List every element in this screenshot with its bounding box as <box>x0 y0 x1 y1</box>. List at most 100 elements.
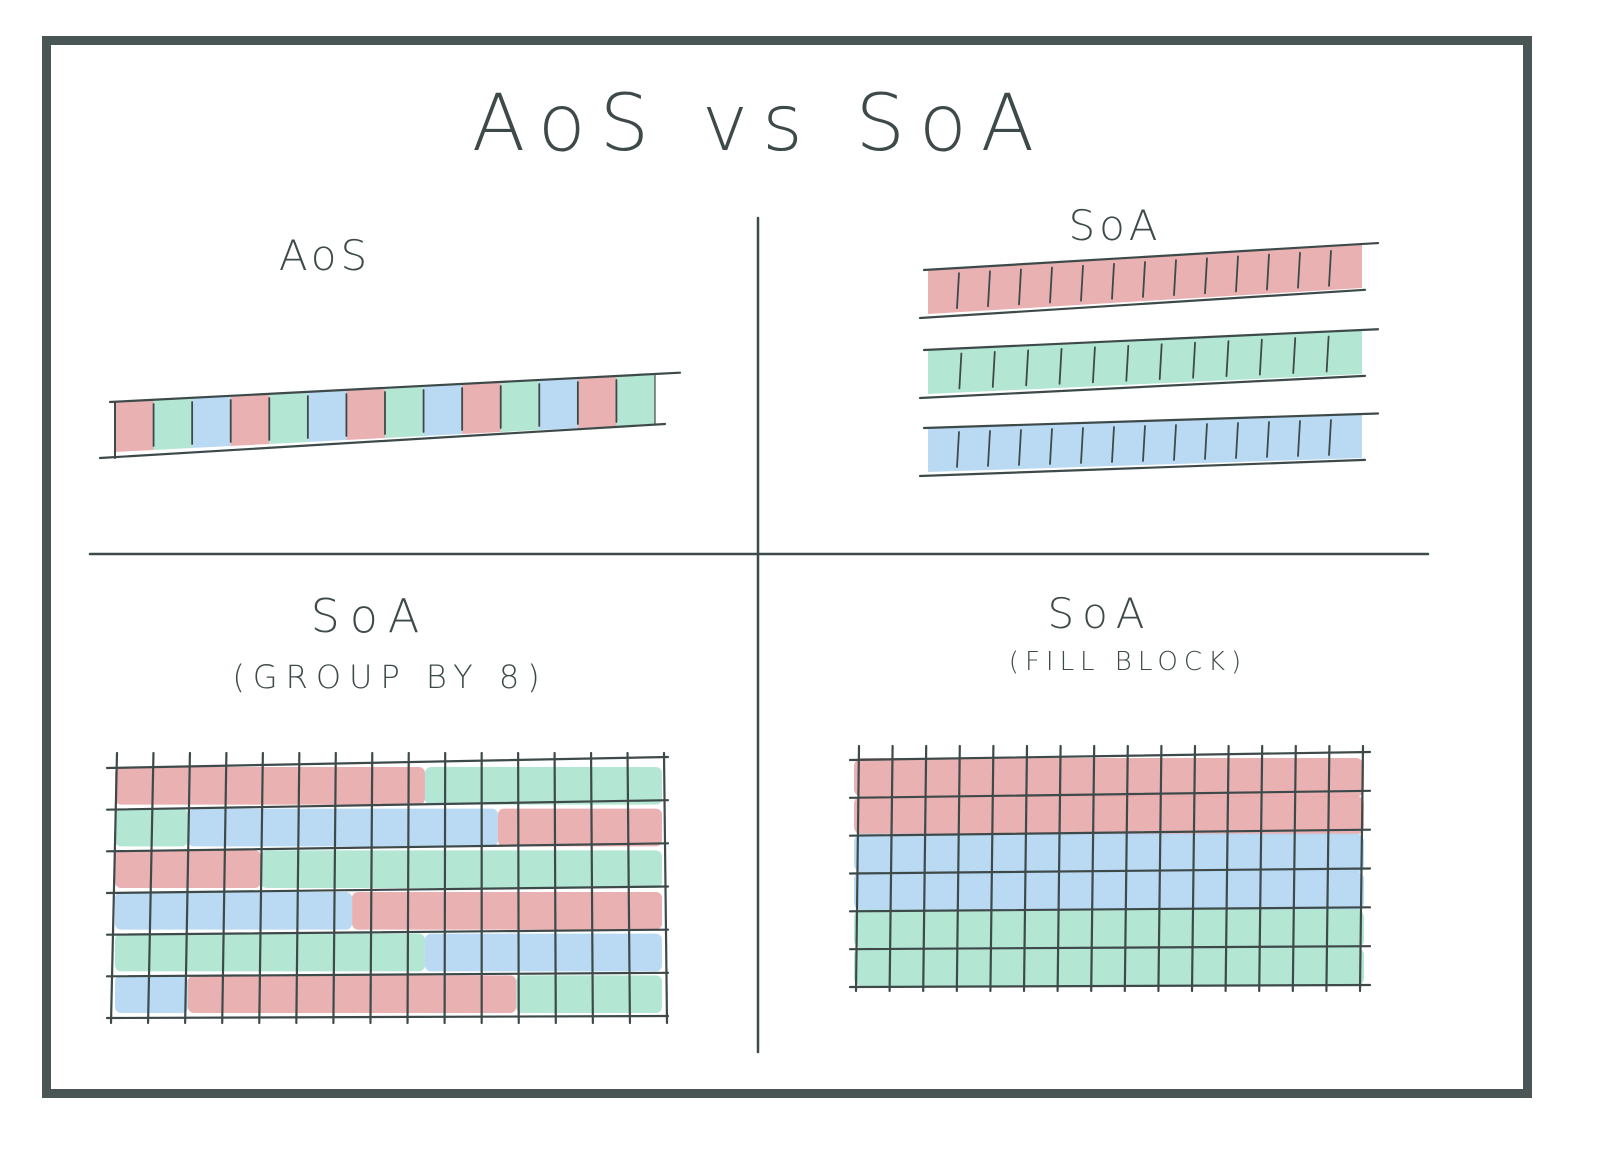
group-col-line <box>146 751 155 1025</box>
fill-col-line <box>1022 744 1029 993</box>
soa-cell-divider <box>1080 264 1084 302</box>
group-row-line <box>105 842 670 853</box>
soa-cell-divider <box>1266 253 1270 291</box>
soa-cell-divider <box>1058 347 1063 385</box>
fill-col-line <box>854 744 861 993</box>
group-cell-run <box>115 892 353 930</box>
group-row-line <box>105 755 670 770</box>
aos-cell <box>423 384 463 436</box>
soa-cell-divider <box>1025 349 1030 387</box>
group-cell-run <box>260 850 662 888</box>
group-col-line <box>443 751 447 1025</box>
label-soa-top: SoA <box>1068 201 1161 250</box>
fill-row-line <box>848 828 1372 837</box>
soa-memory-strips <box>918 241 1380 478</box>
aos-cell <box>307 390 347 442</box>
soa-cell-divider <box>1158 343 1163 381</box>
group-col-line <box>406 751 410 1025</box>
fill-col-line <box>955 744 961 993</box>
group-cell-run <box>115 975 188 1013</box>
soa-cell-divider <box>1173 424 1177 461</box>
soa-cell-divider <box>956 431 960 468</box>
soa-cell-divider <box>1142 425 1146 462</box>
soa-cell-divider <box>958 352 963 390</box>
soa-cell-divider <box>1111 262 1115 300</box>
fill-col-line <box>922 744 928 993</box>
group-col-line <box>184 751 192 1025</box>
label-aos: AoS <box>279 231 371 280</box>
fill-band <box>854 758 1364 797</box>
group-cell-run <box>187 808 498 847</box>
aos-cell <box>153 398 193 450</box>
fill-band <box>854 947 1364 986</box>
group-row-line <box>105 971 670 978</box>
fill-band <box>854 871 1364 911</box>
soa-cell-divider <box>1092 346 1096 384</box>
fill-col-line <box>1224 744 1230 993</box>
group-col-line <box>517 751 520 1025</box>
fill-row-line <box>848 867 1372 875</box>
group-row-line <box>105 928 670 936</box>
soa-cell-divider <box>1049 428 1053 465</box>
fill-col-line <box>1258 744 1264 993</box>
soa-strip-bottom-edge <box>918 458 1367 478</box>
group-cell-run <box>115 933 425 972</box>
soa-cell-divider <box>1235 422 1239 459</box>
fill-band <box>854 795 1364 835</box>
group-col-line <box>589 751 594 1025</box>
group-cell-run <box>352 892 662 930</box>
group-col-line <box>332 751 337 1025</box>
soa-strip-top-edge <box>922 241 1380 272</box>
group-cell-run <box>424 767 662 805</box>
soa-cell-divider <box>1192 341 1196 379</box>
group-col-line <box>295 751 301 1025</box>
soa-cell-divider <box>1292 337 1297 374</box>
aos-cell <box>577 376 617 428</box>
group-col-line <box>109 751 119 1025</box>
soa-cell-divider <box>1325 335 1330 373</box>
group-row-line <box>105 885 670 895</box>
soa-cell-divider <box>1225 340 1230 378</box>
aos-cell <box>346 388 385 440</box>
group-col-line <box>553 751 557 1025</box>
group-cell-run <box>424 933 662 972</box>
soa-cell-divider <box>987 430 991 467</box>
fill-col-line <box>888 744 894 993</box>
soa-cell-divider <box>991 351 996 388</box>
group-cell-run <box>516 975 662 1013</box>
fill-col-line <box>1157 744 1163 993</box>
soa-fill-block-grid <box>848 744 1372 993</box>
fill-row-line <box>848 789 1372 799</box>
group-col-line <box>221 751 228 1025</box>
soa-cell-divider <box>987 270 991 308</box>
soa-cell-divider <box>1297 420 1301 457</box>
soa-cell-divider <box>1204 423 1208 460</box>
soa-cell-divider <box>1080 427 1084 464</box>
soa-cell-divider <box>1049 266 1053 304</box>
soa-cell-divider <box>1258 338 1263 376</box>
group-row-line <box>105 799 670 811</box>
aos-cell <box>115 400 154 452</box>
soa-cell-divider <box>1018 268 1022 306</box>
fill-band <box>854 909 1364 949</box>
diagram-title: AoS vs SoA <box>472 79 1048 169</box>
group-cell-run <box>115 767 425 805</box>
aos-cell <box>385 386 424 438</box>
soa-cell-divider <box>1125 344 1130 382</box>
sublabel-group-by-8: (GROUP BY 8) <box>232 658 547 696</box>
soa-cell-divider <box>1328 419 1332 456</box>
group-cell-run <box>187 975 517 1013</box>
label-soa-group: SoA <box>311 589 430 643</box>
fill-col-line <box>1190 744 1197 993</box>
soa-cell-divider <box>1204 257 1208 295</box>
soa-strip <box>928 244 1362 314</box>
group-col-line <box>369 751 374 1025</box>
fill-row-line <box>848 945 1372 951</box>
aos-cell <box>616 374 655 426</box>
aos-top-edge <box>108 371 682 404</box>
fill-col-line <box>989 744 995 993</box>
fill-col-line <box>1056 744 1062 993</box>
sublabel-fill-block: (FILL BLOCK) <box>1009 647 1247 677</box>
group-cell-run <box>497 808 662 847</box>
